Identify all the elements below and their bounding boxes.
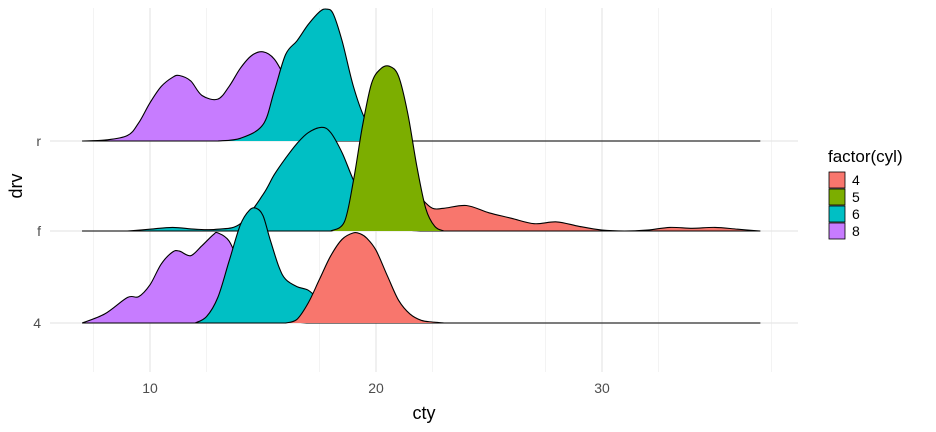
ridge-outline-f-cyl-5	[82, 65, 761, 232]
legend-label-8: 8	[852, 223, 860, 239]
legend-key-6	[828, 205, 846, 223]
x-axis-title: cty	[412, 403, 435, 423]
y-tick-labels: 4 f r	[33, 133, 41, 331]
y-tick-label-4: 4	[33, 315, 41, 331]
legend-label-4: 4	[852, 172, 860, 188]
x-tick-label-30: 30	[594, 380, 610, 396]
legend-key-4	[828, 171, 846, 189]
ridge-outline-4-cyl-4	[82, 231, 761, 324]
ridge-fill-r-cyl-6	[217, 8, 399, 142]
density-ridges	[81, 8, 761, 324]
ridge-group-4	[81, 207, 761, 324]
legend-label-5: 5	[852, 189, 860, 205]
y-tick-label-r: r	[36, 133, 41, 149]
ridge-fill-4-cyl-6	[195, 207, 376, 323]
x-tick-label-20: 20	[368, 380, 384, 396]
y-axis-title: drv	[6, 173, 26, 198]
legend-key-5	[828, 188, 846, 206]
x-tick-label-10: 10	[142, 380, 158, 396]
legend-key-8	[828, 222, 846, 240]
ridge-group-f	[82, 65, 761, 232]
ridge-fill-4-cyl-4	[285, 232, 444, 323]
ridge-fill-f-cyl-6	[127, 127, 422, 231]
legend-label-6: 6	[852, 206, 860, 222]
y-tick-label-f: f	[37, 223, 41, 239]
legend-title: factor(cyl)	[828, 147, 903, 166]
ridge-fill-f-cyl-5	[330, 65, 444, 231]
ridge-fill-f-cyl-4	[330, 176, 761, 231]
x-tick-labels: 10 20 30	[142, 380, 610, 396]
